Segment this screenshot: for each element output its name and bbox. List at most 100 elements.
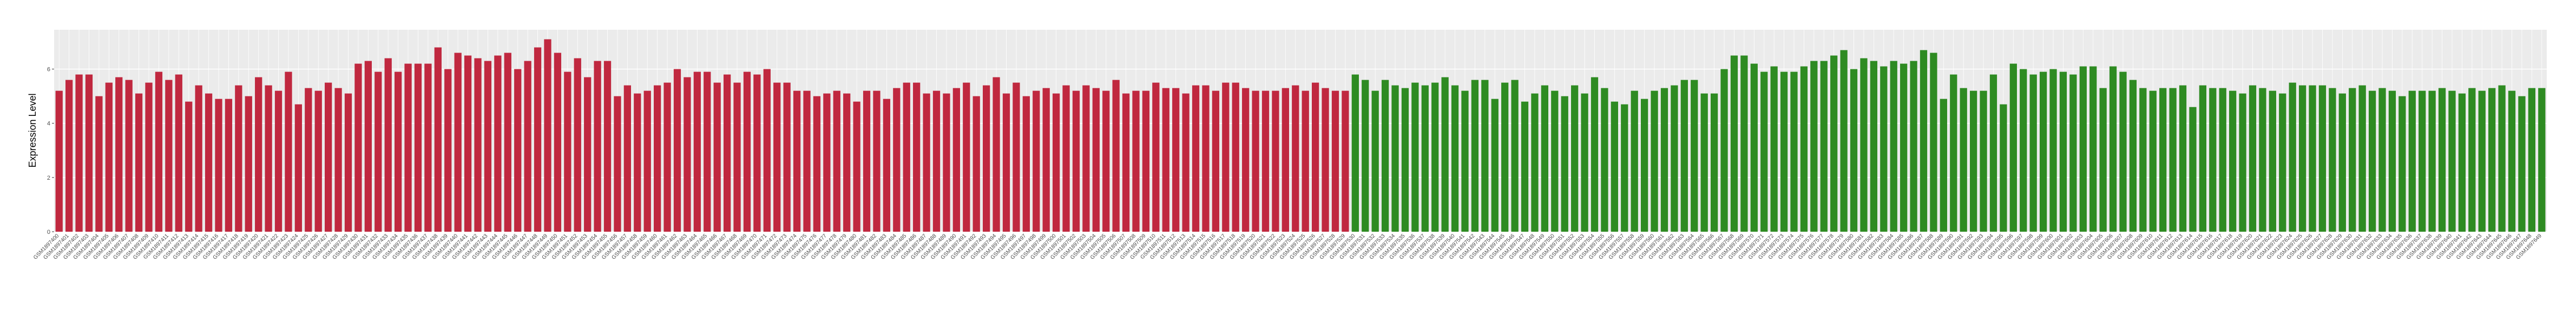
bar (1342, 90, 1349, 232)
bar (1232, 82, 1239, 232)
bar (2438, 88, 2446, 232)
bar (245, 96, 252, 232)
bar (1820, 61, 1828, 232)
bar (2049, 69, 2057, 232)
bars (55, 39, 2546, 232)
bar (1671, 85, 1678, 232)
bar (1461, 90, 1469, 232)
bar (2109, 66, 2117, 232)
bar (2298, 85, 2306, 232)
bar (314, 90, 322, 232)
bar (783, 82, 791, 232)
bar (2009, 63, 2017, 232)
bar (364, 61, 372, 232)
bar (2059, 71, 2067, 232)
bar (1192, 85, 1200, 232)
bar (1162, 88, 1169, 232)
bar (1720, 69, 1728, 232)
bar (1391, 85, 1399, 232)
bar (2538, 88, 2546, 232)
bar (603, 61, 612, 232)
bar (1022, 96, 1030, 232)
bar (2129, 80, 2137, 232)
bar (733, 82, 741, 232)
bar (1740, 55, 1748, 232)
bar (524, 61, 531, 232)
bar (474, 58, 482, 232)
bar (274, 90, 282, 232)
bar (932, 90, 941, 232)
bar (2239, 93, 2246, 232)
bar (614, 96, 621, 232)
bar (713, 82, 721, 232)
bar (1142, 90, 1150, 232)
bar (1700, 93, 1708, 232)
bar (1531, 93, 1539, 232)
bar (753, 74, 761, 232)
bar (1112, 80, 1120, 232)
bar (594, 61, 601, 232)
bar (185, 101, 193, 232)
bar (2338, 93, 2346, 232)
bar (1940, 99, 1947, 232)
bar (1092, 88, 1100, 232)
bar (743, 71, 751, 232)
bar (1202, 85, 1210, 232)
bar (1631, 90, 1638, 232)
bar (354, 63, 362, 232)
bar (1750, 63, 1758, 232)
bar (2219, 88, 2226, 232)
bar (2358, 85, 2366, 232)
bar (813, 96, 821, 232)
bar (1122, 93, 1130, 232)
bar (1691, 80, 1698, 232)
bar (235, 85, 242, 232)
bar (1182, 93, 1190, 232)
bar (115, 77, 123, 232)
bar (2159, 88, 2167, 232)
bar (484, 61, 492, 232)
bar (175, 74, 182, 232)
bar (2000, 104, 2007, 232)
bar (1930, 53, 1937, 232)
bar (1082, 85, 1090, 232)
bar (1401, 88, 1409, 232)
bar (2468, 88, 2476, 232)
bar (2020, 69, 2027, 232)
bar (1331, 90, 1339, 232)
bar (2289, 82, 2296, 232)
bar (1501, 82, 1509, 232)
bar (2419, 90, 2426, 232)
bar (2318, 85, 2327, 232)
bar (334, 88, 342, 232)
bar (1910, 61, 1917, 232)
bar (903, 82, 910, 232)
bar (384, 58, 392, 232)
bar (195, 85, 202, 232)
bar (305, 88, 312, 232)
bar (2039, 71, 2047, 232)
bar (1411, 82, 1419, 232)
bar (1611, 101, 1618, 232)
bar (394, 71, 402, 232)
bar (325, 82, 332, 232)
bar (803, 90, 811, 232)
bar (285, 71, 292, 232)
bar (1421, 85, 1429, 232)
bar (165, 80, 173, 232)
bar (1072, 90, 1080, 232)
bar (344, 93, 352, 232)
bar (404, 63, 412, 232)
bar (723, 74, 731, 232)
bar (424, 63, 432, 232)
bar (1860, 58, 1868, 232)
bar (634, 93, 641, 232)
bar (1680, 80, 1688, 232)
bar (2428, 90, 2436, 232)
bar (1770, 66, 1778, 232)
bar (1730, 55, 1738, 232)
bar (853, 101, 860, 232)
bar (2349, 88, 2356, 232)
bar (1591, 77, 1599, 232)
bar (454, 53, 462, 232)
